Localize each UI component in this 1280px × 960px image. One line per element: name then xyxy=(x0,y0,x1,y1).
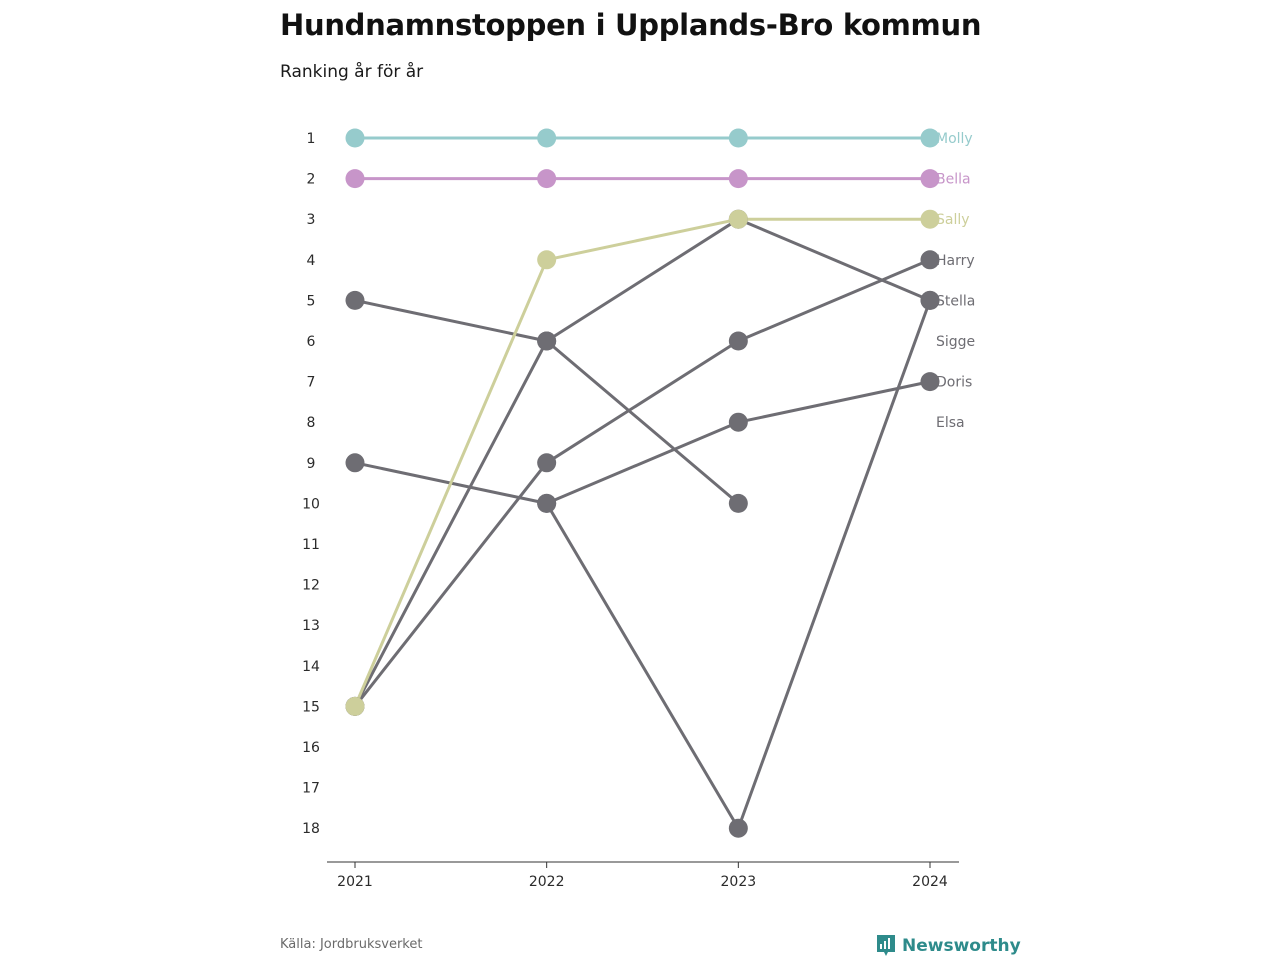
point-molly[interactable] xyxy=(345,128,365,148)
y-tick-label: 1 xyxy=(307,131,316,147)
series-line-sally xyxy=(353,217,930,707)
point-molly[interactable] xyxy=(728,128,748,148)
y-tick-label: 4 xyxy=(307,253,316,269)
chart-subtitle: Ranking år för år xyxy=(280,62,424,82)
y-tick-label: 12 xyxy=(302,578,320,594)
bar-chart-logo-icon xyxy=(877,935,895,956)
brand-logo[interactable]: Newsworthy xyxy=(876,934,1021,958)
source-note: Källa: Jordbruksverket xyxy=(280,937,423,952)
y-tick-label: 17 xyxy=(302,781,320,797)
point-sigge[interactable] xyxy=(728,493,748,513)
point-sally[interactable] xyxy=(920,209,940,229)
point-harry[interactable] xyxy=(728,331,748,351)
point-doris[interactable] xyxy=(728,412,748,432)
point-molly[interactable] xyxy=(920,128,940,148)
series-line-doris xyxy=(354,380,931,505)
series-line-sigge xyxy=(354,298,740,505)
series-lines xyxy=(353,136,932,830)
y-tick-label: 10 xyxy=(302,496,320,512)
end-label-elsa: Elsa xyxy=(936,415,965,431)
point-bella[interactable] xyxy=(537,169,557,189)
end-label-sally: Sally xyxy=(936,212,970,228)
point-sally[interactable] xyxy=(345,696,365,716)
end-label-harry: Harry xyxy=(936,253,975,269)
brand-name: Newsworthy xyxy=(902,936,1021,956)
x-tick-label: 2022 xyxy=(529,874,565,890)
point-doris[interactable] xyxy=(920,372,940,392)
y-tick-label: 9 xyxy=(307,456,316,472)
y-tick-label: 5 xyxy=(307,293,316,309)
series-end-labels: Molly Bella Sally Harry Stella Sigge Doris Elsa xyxy=(936,131,975,431)
x-axis: 2021 2022 2023 2024 xyxy=(337,862,948,890)
chart-title: Hundnamnstoppen i Upplands-Bro kommun xyxy=(280,8,982,42)
y-tick-label: 18 xyxy=(302,821,320,837)
point-bella[interactable] xyxy=(728,169,748,189)
end-label-doris: Doris xyxy=(936,375,972,391)
point-sally[interactable] xyxy=(728,209,748,229)
point-elsa[interactable] xyxy=(537,493,557,513)
series-points xyxy=(345,128,940,838)
series-line-stella xyxy=(353,217,931,708)
point-elsa[interactable] xyxy=(920,290,940,310)
y-tick-label: 8 xyxy=(307,415,316,431)
end-label-molly: Molly xyxy=(936,131,973,147)
point-sally[interactable] xyxy=(537,250,557,270)
y-tick-label: 16 xyxy=(302,740,320,756)
point-sigge[interactable] xyxy=(345,290,365,310)
point-harry[interactable] xyxy=(537,453,557,473)
point-bella[interactable] xyxy=(345,169,365,189)
point-bella[interactable] xyxy=(920,169,940,189)
end-label-bella: Bella xyxy=(936,172,971,188)
point-doris[interactable] xyxy=(345,453,365,473)
y-tick-label: 7 xyxy=(307,375,316,391)
point-harry[interactable] xyxy=(920,250,940,270)
end-label-sigge: Sigge xyxy=(936,334,975,350)
y-tick-label: 6 xyxy=(307,334,316,350)
y-tick-label: 15 xyxy=(302,699,320,715)
end-label-stella: Stella xyxy=(936,293,975,309)
y-tick-label: 3 xyxy=(307,212,316,228)
y-tick-label: 2 xyxy=(307,172,316,188)
y-tick-label: 11 xyxy=(302,537,320,553)
point-molly[interactable] xyxy=(537,128,557,148)
point-sigge[interactable] xyxy=(537,331,557,351)
y-tick-label: 13 xyxy=(302,618,320,634)
x-tick-label: 2021 xyxy=(337,874,373,890)
x-tick-label: 2024 xyxy=(912,874,948,890)
point-elsa[interactable] xyxy=(728,818,748,838)
y-tick-label: 14 xyxy=(302,659,320,675)
series-line-harry xyxy=(353,258,931,708)
series-line-elsa xyxy=(545,299,932,830)
x-tick-label: 2023 xyxy=(721,874,757,890)
